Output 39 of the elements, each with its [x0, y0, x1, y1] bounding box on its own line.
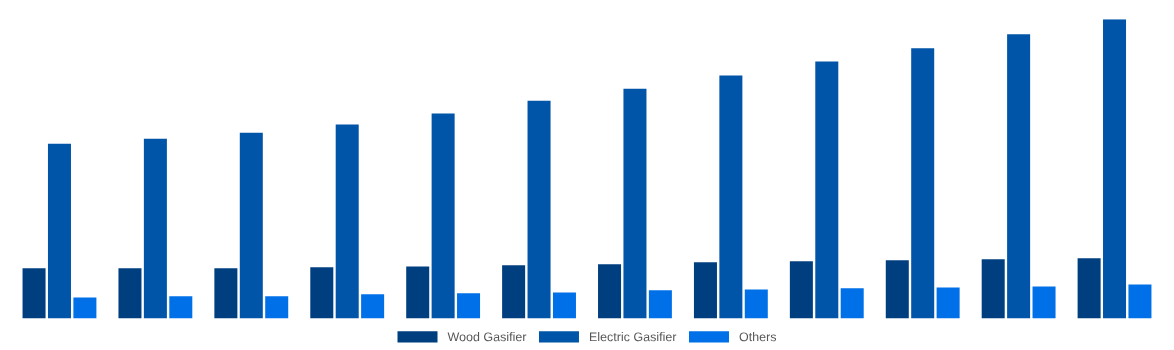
bar	[22, 268, 46, 319]
bar	[502, 265, 526, 319]
bar	[527, 100, 551, 319]
bar	[214, 268, 238, 319]
bar	[693, 262, 717, 319]
bar	[885, 260, 909, 319]
bar	[169, 296, 193, 319]
bar	[239, 132, 263, 319]
bar	[143, 138, 167, 319]
bar	[1128, 284, 1152, 319]
bar	[265, 296, 289, 319]
bar	[744, 289, 768, 319]
bar	[552, 292, 576, 319]
bar	[936, 287, 960, 319]
bar	[335, 124, 359, 319]
bar	[719, 75, 743, 319]
bar	[789, 261, 813, 319]
bar	[1103, 19, 1127, 319]
bar	[431, 113, 455, 319]
legend-label: Others	[739, 332, 777, 342]
bar	[598, 264, 622, 319]
bar	[310, 267, 334, 319]
bar	[623, 88, 647, 319]
bar	[118, 268, 142, 319]
bar	[361, 294, 385, 319]
legend-label: Electric Gasifier	[590, 332, 677, 342]
bar	[406, 266, 430, 319]
bar	[840, 288, 864, 319]
bar	[47, 143, 71, 319]
bar	[981, 259, 1005, 319]
bar	[457, 293, 481, 319]
bar	[73, 297, 97, 319]
legend-label: Wood Gasifier	[447, 332, 527, 342]
bar	[1007, 34, 1031, 319]
bar	[1032, 286, 1056, 319]
bar	[1077, 258, 1101, 319]
bar	[815, 61, 839, 319]
bar	[648, 290, 672, 319]
bar	[911, 48, 935, 319]
